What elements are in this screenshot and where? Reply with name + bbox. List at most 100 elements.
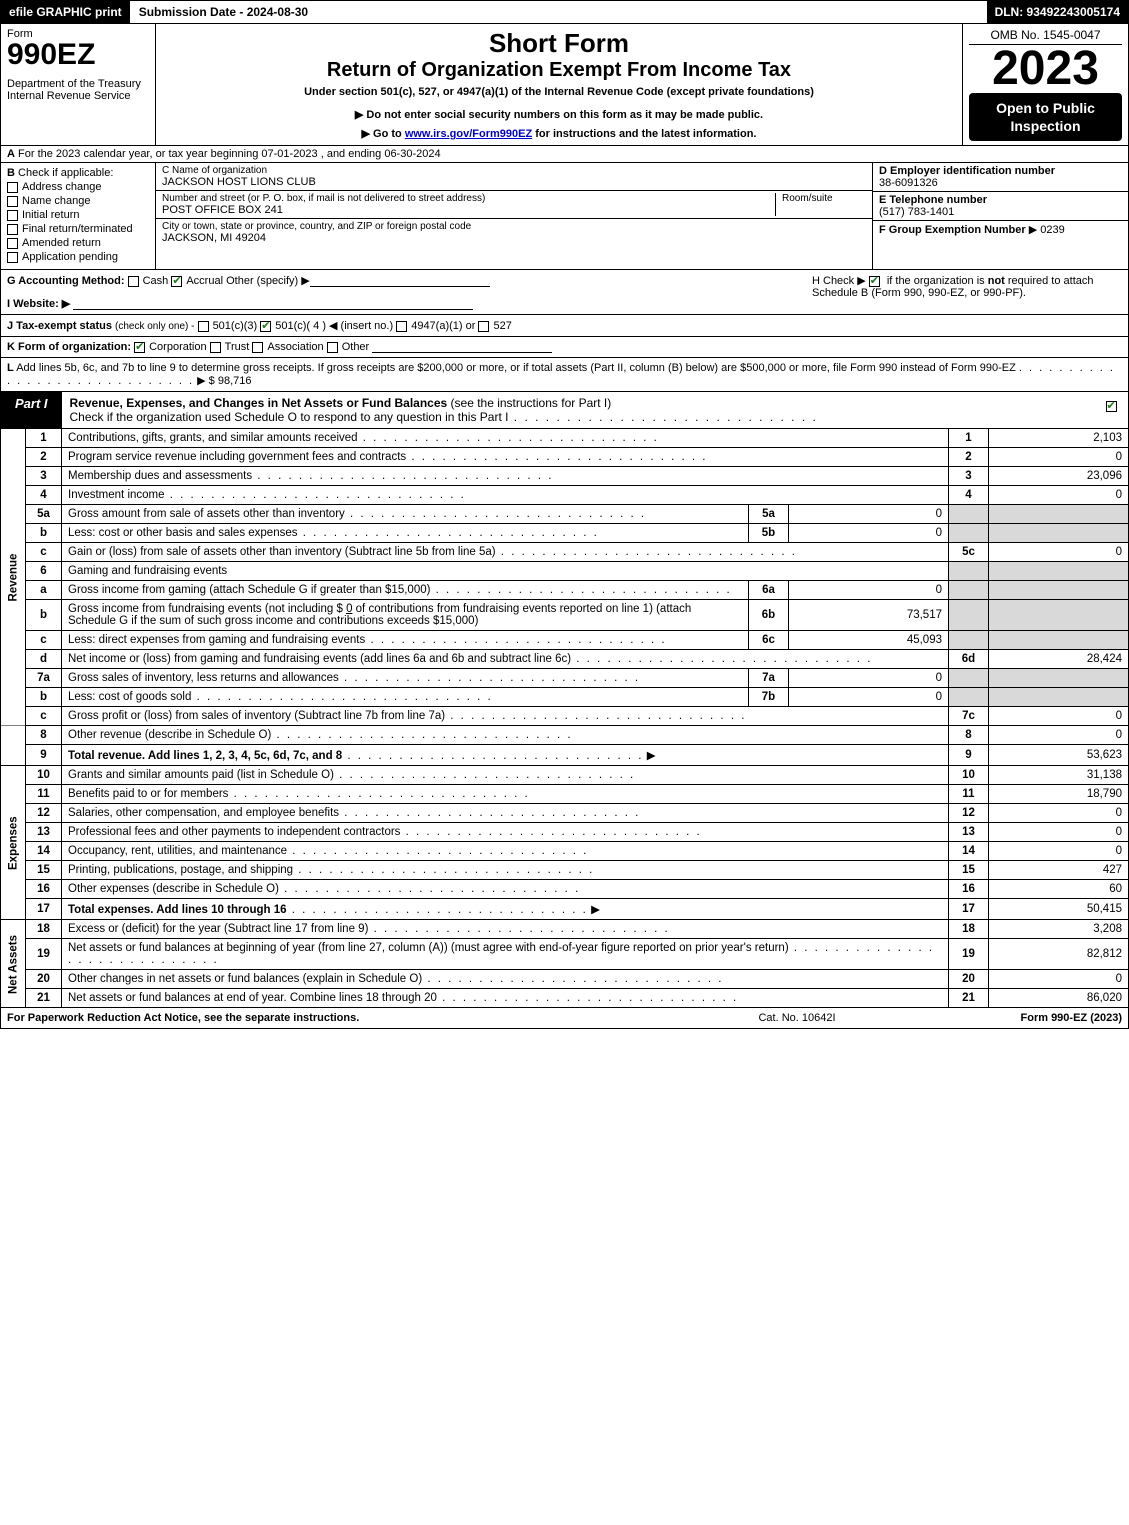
k-opt-0: Corporation bbox=[149, 341, 206, 353]
part-i-schedule-o-checkbox[interactable] bbox=[1106, 401, 1117, 412]
accrual-label: Accrual bbox=[186, 275, 223, 287]
lines-table: Revenue1Contributions, gifts, grants, an… bbox=[0, 429, 1129, 1008]
b-label: B bbox=[7, 167, 15, 179]
website-blank[interactable] bbox=[73, 298, 473, 310]
b-label-4: Amended return bbox=[22, 237, 101, 249]
header-center: Short Form Return of Organization Exempt… bbox=[156, 24, 963, 145]
header-right: OMB No. 1545-0047 2023 Open to Public In… bbox=[963, 24, 1128, 145]
footer-form-pre: Form bbox=[1021, 1012, 1052, 1024]
j-527-checkbox[interactable] bbox=[478, 321, 489, 332]
h-not: not bbox=[988, 275, 1005, 287]
footer-form-post: (2023) bbox=[1087, 1012, 1122, 1024]
footer-left: For Paperwork Reduction Act Notice, see … bbox=[7, 1012, 672, 1024]
footer-catalog: Cat. No. 10642I bbox=[672, 1012, 922, 1024]
c-city-label: City or town, state or province, country… bbox=[162, 221, 866, 232]
cash-checkbox[interactable] bbox=[128, 276, 139, 287]
part-i-title-wrap: Revenue, Expenses, and Changes in Net As… bbox=[62, 392, 1098, 428]
k-opt-2: Association bbox=[267, 341, 323, 353]
b-checkbox-5[interactable] bbox=[7, 252, 18, 263]
other-label: Other (specify) ▶ bbox=[226, 275, 310, 287]
k-other-blank[interactable] bbox=[372, 341, 552, 353]
b-check-line-2: Initial return bbox=[7, 209, 149, 221]
warn-goto-post: for instructions and the latest informat… bbox=[535, 128, 756, 140]
org-address: POST OFFICE BOX 241 bbox=[162, 204, 769, 216]
row-a-label: A bbox=[7, 148, 15, 160]
part-i-check-cell bbox=[1098, 392, 1128, 428]
e-row: E Telephone number (517) 783-1401 bbox=[873, 192, 1128, 221]
h-checkbox[interactable] bbox=[869, 276, 880, 287]
dln-label: DLN: 93492243005174 bbox=[987, 1, 1128, 23]
c-name-label: C Name of organization bbox=[162, 165, 866, 176]
ein-value: 38-6091326 bbox=[879, 177, 1122, 189]
group-exemption-value: ▶ 0239 bbox=[1029, 224, 1065, 236]
j-501c-checkbox[interactable] bbox=[260, 321, 271, 332]
part-i-title-tail: (see the instructions for Part I) bbox=[447, 396, 611, 410]
b-checkbox-4[interactable] bbox=[7, 238, 18, 249]
row-a: A For the 2023 calendar year, or tax yea… bbox=[0, 146, 1129, 163]
j-opt2: 501(c)( 4 ) ◀ (insert no.) bbox=[275, 320, 393, 332]
g-section: G Accounting Method: Cash Accrual Other … bbox=[7, 274, 812, 310]
h-pre: H Check ▶ bbox=[812, 275, 869, 287]
b-label-3: Final return/terminated bbox=[22, 223, 133, 235]
l-value: ▶ $ 98,716 bbox=[197, 375, 251, 387]
k-checkbox-2[interactable] bbox=[252, 342, 263, 353]
k-opt-3: Other bbox=[342, 341, 370, 353]
header-left: Form 990EZ Department of the Treasury In… bbox=[1, 24, 156, 145]
b-checkbox-3[interactable] bbox=[7, 224, 18, 235]
form-number: 990EZ bbox=[7, 40, 149, 70]
footer-right: Form 990-EZ (2023) bbox=[922, 1012, 1122, 1024]
irs-link[interactable]: www.irs.gov/Form990EZ bbox=[405, 128, 532, 140]
grid-bcdef: B Check if applicable: Address changeNam… bbox=[0, 163, 1129, 270]
efile-print-label[interactable]: efile GRAPHIC print bbox=[1, 1, 131, 23]
form-header: Form 990EZ Department of the Treasury In… bbox=[0, 24, 1129, 146]
f-label: F Group Exemption Number bbox=[879, 224, 1026, 236]
b-checkbox-0[interactable] bbox=[7, 182, 18, 193]
part-i-title: Revenue, Expenses, and Changes in Net As… bbox=[70, 396, 448, 410]
k-checkbox-0[interactable] bbox=[134, 342, 145, 353]
col-c: C Name of organization JACKSON HOST LION… bbox=[156, 163, 873, 269]
b-check-line-5: Application pending bbox=[7, 251, 149, 263]
warn-link-row: ▶ Go to www.irs.gov/Form990EZ for instru… bbox=[162, 127, 956, 140]
col-def: D Employer identification number 38-6091… bbox=[873, 163, 1128, 269]
b-check-line-1: Name change bbox=[7, 195, 149, 207]
j-tiny: (check only one) - bbox=[115, 321, 194, 332]
dept-label: Department of the Treasury Internal Reve… bbox=[7, 78, 149, 102]
open-to-public: Open to Public Inspection bbox=[969, 93, 1122, 141]
d-label: D Employer identification number bbox=[879, 165, 1055, 177]
k-checkbox-3[interactable] bbox=[327, 342, 338, 353]
phone-value: (517) 783-1401 bbox=[879, 206, 1122, 218]
part-i-sub: Check if the organization used Schedule … bbox=[70, 410, 509, 424]
j-4947-checkbox[interactable] bbox=[396, 321, 407, 332]
e-label: E Telephone number bbox=[879, 194, 987, 206]
row-a-text: For the 2023 calendar year, or tax year … bbox=[18, 148, 441, 160]
j-opt4: 527 bbox=[493, 320, 511, 332]
d-row: D Employer identification number 38-6091… bbox=[873, 163, 1128, 192]
room-label: Room/suite bbox=[782, 193, 866, 204]
page-footer: For Paperwork Reduction Act Notice, see … bbox=[0, 1008, 1129, 1029]
g-label: G Accounting Method: bbox=[7, 275, 125, 287]
j-501c3-checkbox[interactable] bbox=[198, 321, 209, 332]
other-specify-blank[interactable] bbox=[310, 275, 490, 287]
k-label: K Form of organization: bbox=[7, 341, 131, 353]
b-checkbox-1[interactable] bbox=[7, 196, 18, 207]
h-section: H Check ▶ if the organization is not req… bbox=[812, 274, 1122, 310]
j-label: J Tax-exempt status bbox=[7, 320, 112, 332]
title-short-form: Short Form bbox=[162, 28, 956, 59]
subtitle: Under section 501(c), 527, or 4947(a)(1)… bbox=[162, 86, 956, 98]
accrual-checkbox[interactable] bbox=[171, 276, 182, 287]
warn-ssn: ▶ Do not enter social security numbers o… bbox=[162, 108, 956, 121]
c-name-row: C Name of organization JACKSON HOST LION… bbox=[156, 163, 872, 191]
part-i-dots bbox=[508, 410, 817, 424]
col-b: B Check if applicable: Address changeNam… bbox=[1, 163, 156, 269]
b-checkbox-2[interactable] bbox=[7, 210, 18, 221]
title-return: Return of Organization Exempt From Incom… bbox=[162, 59, 956, 82]
h-mid: if the organization is bbox=[887, 275, 988, 287]
b-check-line-3: Final return/terminated bbox=[7, 223, 149, 235]
j-opt1: 501(c)(3) bbox=[213, 320, 258, 332]
k-checkbox-1[interactable] bbox=[210, 342, 221, 353]
warn-goto-pre: ▶ Go to bbox=[362, 128, 405, 140]
f-row: F Group Exemption Number ▶ 0239 bbox=[873, 221, 1128, 238]
top-bar: efile GRAPHIC print Submission Date - 20… bbox=[0, 0, 1129, 24]
row-g-h: G Accounting Method: Cash Accrual Other … bbox=[0, 270, 1129, 315]
cash-label: Cash bbox=[143, 275, 169, 287]
